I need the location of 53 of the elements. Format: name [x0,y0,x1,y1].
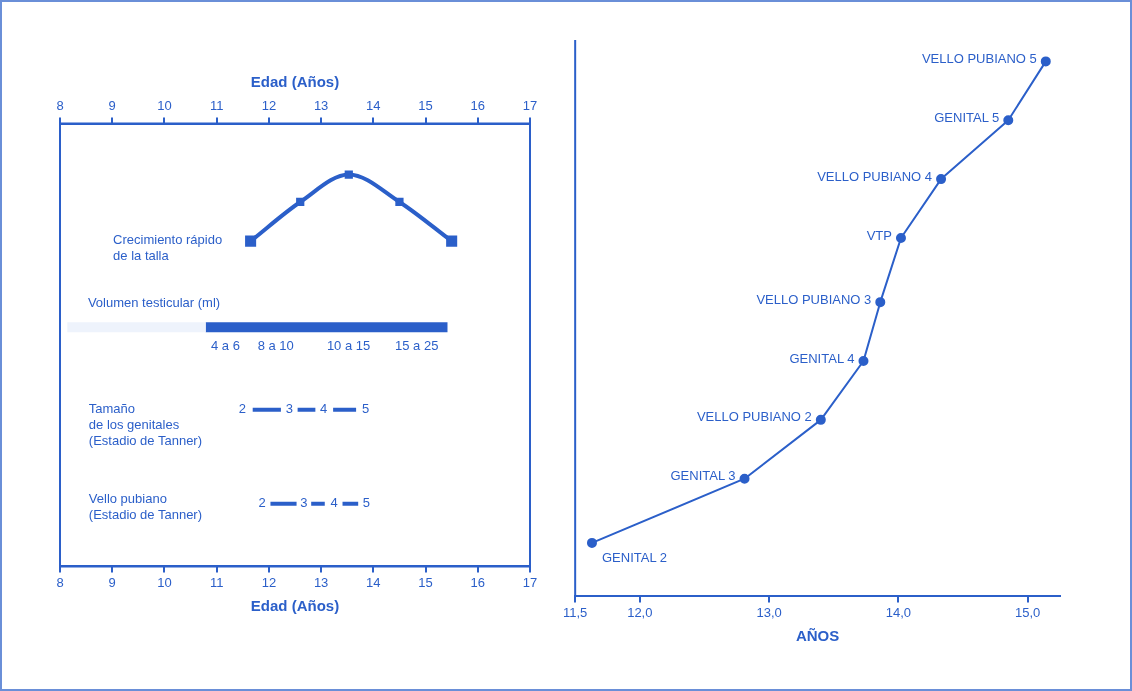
annotation: GENITAL 5 [934,109,1000,125]
x2-tick-label: 17 [522,98,538,114]
x-tick-label: 15 [418,574,433,590]
x2-tick-label: 11 [209,98,224,114]
annotation: 10 a 15 [326,338,371,354]
annotation: GENITAL 4 [789,350,855,366]
x-tick-label: 8 [56,574,64,590]
annotation: 3 [300,495,308,511]
x2-tick-label: 13 [313,98,329,114]
annotation: 15 a 25 [395,338,439,354]
x-tick-label: 13,0 [756,604,782,620]
annotation: VELLO PUBIANO 5 [921,50,1037,66]
x-tick-label: 14,0 [885,604,912,620]
x2-tick-label: 8 [56,98,64,114]
annotation: 4 a 6 [210,338,240,354]
x2-tick-label: 15 [418,98,433,114]
x2-tick-label: 9 [108,98,116,114]
annotation: 5 [361,401,370,417]
x-axis-title: Edad (Años) [250,597,340,615]
x-tick-label: 11,5 [563,604,588,620]
annotation: VELLO PUBIANO 2 [696,409,812,425]
annotation: VELLO PUBIANO 4 [817,168,933,184]
annotation: 2 [258,495,266,511]
x-tick-label: 16 [470,574,486,590]
annotation: VTP [866,227,892,243]
annotation: 5 [362,495,371,511]
annotation: Vello pubiano (Estadio de Tanner) [88,491,203,523]
annotation: Volumen testicular (ml) [87,295,221,311]
x2-tick-label: 16 [470,98,486,114]
annotation: VELLO PUBIANO 3 [756,291,872,307]
x-tick-label: 13 [313,574,329,590]
x2-tick-label: 10 [157,98,172,114]
annotation: GENITAL 3 [670,468,736,484]
x-tick-label: 12 [261,574,277,590]
x-axis-title: AÑOS [795,627,840,645]
annotation: 8 a 10 [257,338,294,354]
x2-tick-label: 12 [261,98,277,114]
annotation: Crecimiento rápido de la talla [113,232,223,264]
x-tick-label: 14 [366,574,381,590]
x-tick-label: 10 [157,574,172,590]
x-tick-label: 9 [108,574,116,590]
x2-tick-label: 14 [366,98,381,114]
annotation: 4 [320,401,328,417]
x-tick-label: 12,0 [627,604,653,620]
annotation: Tamaño de los genitales (Estadio de Tanner) [88,400,203,448]
annotation: 2 [238,401,246,417]
annotation: 3 [285,401,293,417]
x2-axis-title: Edad (Años) [250,73,340,91]
annotation: 4 [330,495,338,511]
x-tick-label: 11 [209,574,224,590]
x-tick-label: 17 [522,574,538,590]
x-tick-label: 15,0 [1015,604,1041,620]
annotation: GENITAL 2 [601,550,668,566]
